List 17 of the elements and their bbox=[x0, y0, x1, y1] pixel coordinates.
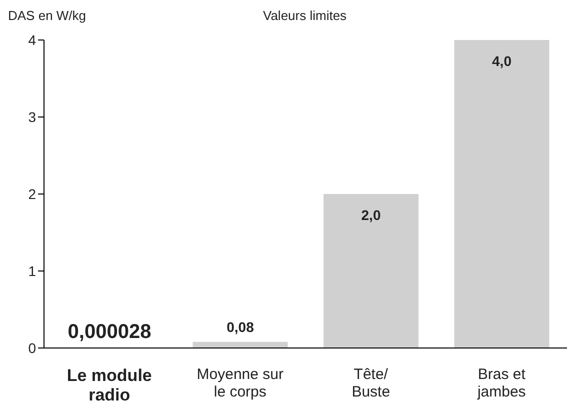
y-tick-label: 4 bbox=[28, 32, 36, 48]
y-axis-title: DAS en W/kg bbox=[8, 8, 86, 23]
data-label: 4,0 bbox=[492, 53, 512, 69]
y-tick-label: 0 bbox=[28, 340, 36, 356]
text: Valeurs limites bbox=[263, 8, 347, 23]
x-tick-label: Bras et jambes bbox=[476, 366, 526, 400]
x-tick-label: Moyenne sur le corps bbox=[196, 366, 284, 400]
x-tick-label: Tête/ Buste bbox=[352, 366, 390, 400]
data-label: 0,000028 bbox=[68, 321, 152, 343]
y-tick-label: 3 bbox=[28, 108, 36, 125]
bar bbox=[324, 194, 418, 348]
data-label: 0,08 bbox=[226, 318, 254, 335]
x-tick-label: Le module radio bbox=[66, 366, 152, 405]
y-tick-label: 2 bbox=[28, 186, 36, 202]
y-tick-label: 1 bbox=[28, 262, 36, 279]
bar bbox=[454, 40, 550, 348]
data-label: 2,0 bbox=[361, 207, 381, 223]
